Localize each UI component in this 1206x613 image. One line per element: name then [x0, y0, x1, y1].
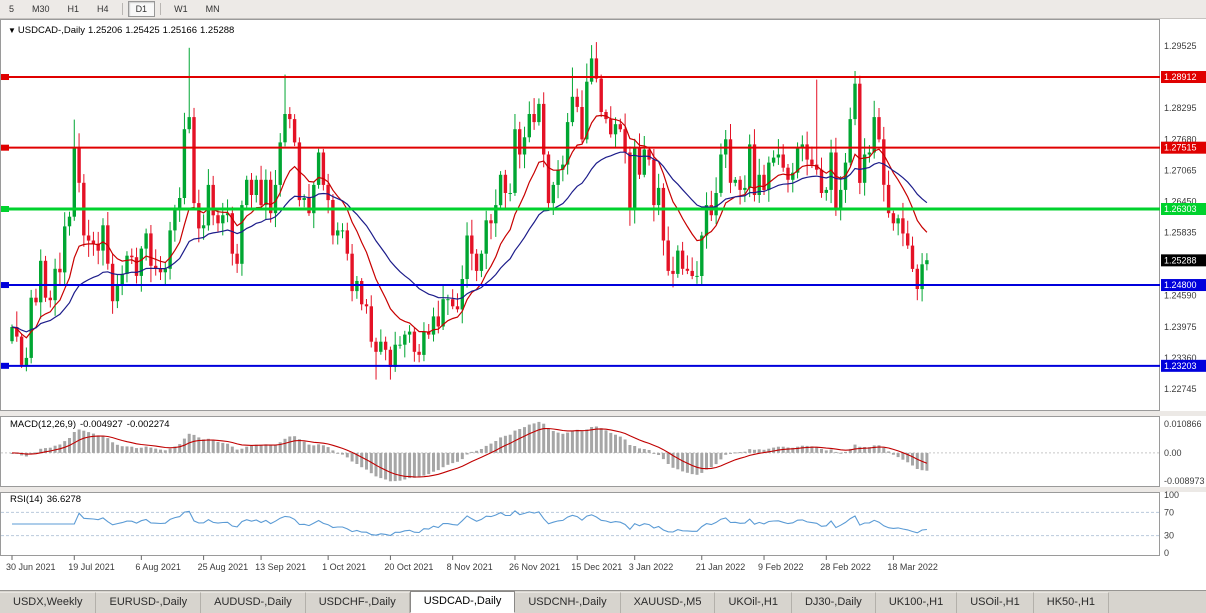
macd-axis: 0.010866 0.00 -0.008973	[1164, 419, 1205, 486]
svg-text:1.26303: 1.26303	[1164, 204, 1197, 214]
horizontal-line-1.27515[interactable]	[1, 144, 1160, 151]
ma-fast-line	[11, 114, 928, 339]
svg-text:1.28295: 1.28295	[1164, 103, 1197, 113]
chart-tab-usdcnh-daily[interactable]: USDCNH-,Daily	[515, 592, 621, 613]
toolbar-separator	[121, 3, 123, 15]
macd-name: MACD(12,26,9)	[10, 419, 76, 430]
svg-text:1.25288: 1.25288	[1164, 255, 1197, 265]
svg-text:21 Jan 2022: 21 Jan 2022	[696, 562, 746, 572]
svg-text:1.22745: 1.22745	[1164, 384, 1197, 394]
svg-text:15 Dec 2021: 15 Dec 2021	[571, 562, 622, 572]
chart-ohlc-title: ▼ USDCAD-,Daily 1.25206 1.25425 1.25166 1.252…	[8, 25, 237, 36]
svg-text:13 Sep 2021: 13 Sep 2021	[255, 562, 306, 572]
timeframe-button-d1[interactable]: D1	[127, 1, 156, 17]
horizontal-line-1.28912[interactable]	[1, 74, 1160, 81]
svg-text:6 Aug 2021: 6 Aug 2021	[135, 562, 181, 572]
macd-main-value: -0.004927	[80, 419, 123, 430]
svg-text:1.29525: 1.29525	[1164, 41, 1197, 51]
svg-text:1.27515: 1.27515	[1164, 143, 1197, 153]
svg-text:19 Jul 2021: 19 Jul 2021	[68, 562, 115, 572]
svg-text:1.24800: 1.24800	[1164, 280, 1197, 290]
price-axis: 1.29525 1.28295 1.27680 1.27065 1.26450 1.258…	[1161, 41, 1206, 394]
chart-close-value: 1.25288	[200, 25, 235, 36]
svg-text:8 Nov 2021: 8 Nov 2021	[447, 562, 493, 572]
svg-text:1.26450: 1.26450	[1164, 197, 1197, 207]
svg-text:1.25835: 1.25835	[1164, 228, 1197, 238]
price-label-1.27515	[1161, 141, 1206, 154]
rsi-line	[12, 510, 927, 537]
svg-text:28 Feb 2022: 28 Feb 2022	[820, 562, 871, 572]
chart-tab-dj30-daily[interactable]: DJ30-,Daily	[791, 592, 876, 613]
ma-slow-line	[11, 151, 928, 333]
svg-text:1.28912: 1.28912	[1164, 72, 1197, 82]
svg-text:3 Jan 2022: 3 Jan 2022	[629, 562, 674, 572]
chart-tab-usoil-h1[interactable]: USOil-,H1	[957, 592, 1034, 613]
svg-text:26 Nov 2021: 26 Nov 2021	[509, 562, 560, 572]
svg-text:1.27680: 1.27680	[1164, 134, 1197, 144]
macd-signal-line	[11, 427, 928, 478]
chart-tab-audusd-daily[interactable]: AUDUSD-,Daily	[201, 592, 306, 613]
svg-text:0.010866: 0.010866	[1164, 419, 1202, 429]
macd-signal-value: -0.002274	[126, 419, 170, 430]
svg-text:70: 70	[1164, 507, 1174, 517]
macd-indicator-label: MACD(12,26,9) -0.004927 -0.002274	[10, 419, 174, 430]
horizontal-line-1.26303[interactable]	[1, 206, 1160, 213]
panel-frames	[0, 19, 1206, 556]
chart-tab-ukoil-h1[interactable]: UKOil-,H1	[715, 592, 792, 613]
chart-low-value: 1.25166	[162, 25, 197, 36]
svg-text:1 Oct 2021: 1 Oct 2021	[322, 562, 366, 572]
price-label-1.24800	[1161, 279, 1206, 292]
timeframe-button-m30[interactable]: M30	[32, 4, 50, 14]
price-label-1.28912	[1161, 71, 1206, 84]
svg-text:30: 30	[1164, 531, 1174, 541]
timeframe-button-mn[interactable]: MN	[205, 4, 220, 14]
svg-text:100: 100	[1164, 490, 1179, 500]
horizontal-line-1.24800[interactable]	[1, 282, 1160, 289]
svg-text:18 Mar 2022: 18 Mar 2022	[887, 562, 938, 572]
timeframe-button-h1[interactable]: H1	[67, 4, 80, 14]
chart-tab-xauusd-m5[interactable]: XAUUSD-,M5	[620, 592, 716, 613]
chart-tab-usdx-weekly[interactable]: USDX,Weekly	[0, 592, 97, 613]
chart-tab-eurusd-daily[interactable]: EURUSD-,Daily	[96, 592, 202, 613]
chart-tab-usdcad-daily[interactable]: USDCAD-,Daily	[409, 591, 516, 613]
rsi-axis: 100 70 30 0	[1164, 490, 1179, 558]
price-label-1.26303	[1161, 203, 1206, 216]
timeframe-button-h4[interactable]: H4	[97, 4, 109, 14]
svg-text:0.00: 0.00	[1164, 448, 1182, 458]
svg-text:0: 0	[1164, 548, 1169, 558]
svg-text:9 Feb 2022: 9 Feb 2022	[758, 562, 804, 572]
svg-text:-0.008973: -0.008973	[1164, 476, 1205, 486]
svg-text:1.27065: 1.27065	[1164, 166, 1197, 176]
svg-text:1.23203: 1.23203	[1164, 361, 1197, 371]
rsi-name: RSI(14)	[10, 494, 43, 505]
svg-text:20 Oct 2021: 20 Oct 2021	[384, 562, 433, 572]
timeframe-button-w1[interactable]: W1	[174, 4, 188, 14]
date-axis: 30 Jun 2021 19 Jul 2021 6 Aug 2021 25 Aug 2…	[6, 555, 938, 572]
chart-tab-hk50-h1[interactable]: HK50-,H1	[1033, 592, 1110, 613]
svg-text:25 Aug 2021: 25 Aug 2021	[198, 562, 249, 572]
chart-tab-usdchf-daily[interactable]: USDCHF-,Daily	[305, 592, 410, 613]
price-label-1.23203	[1161, 359, 1206, 372]
rsi-levels	[1, 511, 1160, 537]
chart-high-value: 1.25425	[125, 25, 160, 36]
current-price-label	[1161, 254, 1206, 267]
toolbar-separator	[160, 3, 162, 15]
svg-text:1.23360: 1.23360	[1164, 353, 1197, 363]
rsi-value: 36.6278	[46, 494, 82, 505]
chart-tab-uk100-h1[interactable]: UK100-,H1	[875, 592, 958, 613]
collapse-triangle-icon[interactable]: ▼	[8, 26, 16, 35]
rsi-indicator-label: RSI(14) 36.6278	[10, 494, 85, 505]
candlestick-series	[10, 42, 929, 380]
horizontal-line-1.23203[interactable]	[1, 362, 1160, 369]
timeframe-button-5[interactable]: 5	[9, 4, 15, 14]
svg-text:1.24590: 1.24590	[1164, 291, 1197, 301]
svg-text:30 Jun 2021: 30 Jun 2021	[6, 562, 56, 572]
chart-symbol-label: USDCAD-,Daily	[17, 25, 85, 36]
chart-open-value: 1.25206	[87, 25, 123, 36]
svg-text:1.23975: 1.23975	[1164, 322, 1197, 332]
timeframe-toolbar: 5 M30 H1 H4 D1 W1 MN	[0, 0, 1206, 19]
chart-tab-bar: USDX,Weekly EURUSD-,Daily AUDUSD-,Daily USD…	[0, 590, 1206, 613]
